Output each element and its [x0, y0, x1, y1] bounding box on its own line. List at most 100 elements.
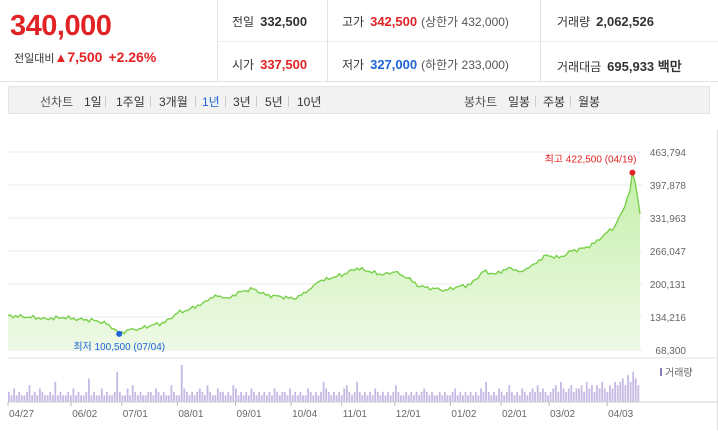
volume-bar	[441, 395, 444, 402]
volume-bar	[508, 385, 511, 402]
candle-monthly[interactable]: 월봉	[578, 95, 601, 109]
volume-bar	[376, 391, 379, 402]
volume-bar	[330, 395, 333, 402]
candle-chart-label: 봉차트	[464, 95, 498, 109]
volume-bar	[18, 391, 21, 402]
volume-bar	[62, 395, 65, 402]
volume-bar	[549, 391, 552, 402]
volume-bar	[425, 391, 428, 402]
volume-bar	[294, 391, 297, 402]
volume-bar	[268, 391, 271, 402]
x-tick-label: 01/02	[451, 409, 476, 420]
volume-bar	[178, 395, 181, 402]
volume-bar	[95, 395, 98, 402]
volume-bar	[459, 391, 462, 402]
volume-bar	[8, 391, 10, 402]
volume-bar	[338, 391, 341, 402]
volume-bar	[224, 395, 227, 402]
volume-bar	[26, 391, 28, 402]
volume-bar	[232, 385, 235, 402]
volume-bar	[98, 395, 101, 402]
volume-bar	[196, 391, 199, 402]
range-1d[interactable]: 1일	[84, 95, 102, 109]
volume-bar	[632, 371, 635, 402]
volume-bar	[41, 391, 44, 402]
price-line	[7, 172, 641, 335]
volume-bar	[160, 395, 163, 402]
y-tick-label: 200,131	[650, 280, 687, 291]
volume-bar	[28, 385, 31, 402]
range-1w[interactable]: 1주일	[116, 95, 145, 109]
day-open: 시가 337,500	[232, 56, 307, 73]
divider	[288, 96, 289, 107]
volume-bar	[356, 381, 359, 402]
volume-bar	[500, 391, 503, 402]
volume-bar	[477, 395, 480, 402]
y-tick-label: 331,963	[650, 214, 687, 225]
volume-bar	[536, 385, 539, 402]
volume-bar	[219, 391, 222, 402]
volume-bar	[572, 391, 575, 402]
volume-bar	[493, 391, 495, 402]
range-10y[interactable]: 10년	[297, 95, 322, 109]
volume-bar	[51, 395, 54, 402]
volume-bar	[444, 391, 446, 402]
volume-bar	[180, 365, 183, 402]
volume-bar	[170, 385, 173, 402]
volume-bar	[77, 391, 80, 402]
volume-bar	[93, 391, 95, 402]
volume-bar	[420, 391, 423, 402]
price-chart[interactable]: 463,794 397,878 331,963 266,047 200,131 134,2…	[0, 140, 718, 438]
volume-bar	[335, 395, 338, 402]
volume-bar	[216, 388, 219, 402]
divider	[225, 96, 226, 107]
volume-bar	[162, 391, 165, 402]
volume-bar	[315, 391, 317, 402]
divider	[256, 96, 257, 107]
volume-bar	[634, 378, 637, 402]
volume-bar	[374, 388, 377, 402]
volume-bar	[591, 385, 593, 402]
volume-bar	[69, 395, 72, 402]
volume-bar	[542, 388, 544, 402]
volume-bar	[487, 391, 490, 402]
volume-bar	[345, 385, 348, 402]
candle-weekly[interactable]: 주봉	[543, 95, 566, 109]
volume-bar	[149, 391, 152, 402]
x-tick-label: 08/01	[178, 409, 203, 420]
volume-bar	[400, 395, 402, 402]
x-tick-label: 11/01	[343, 409, 368, 420]
day-low: 저가 327,000 (하한가 233,000)	[342, 56, 509, 73]
volume-bar	[309, 391, 312, 402]
volume-bar	[402, 395, 405, 402]
divider	[150, 96, 151, 107]
volume-bar	[273, 388, 276, 402]
volume-bar	[214, 395, 217, 402]
volume-bar	[552, 388, 555, 402]
volume-bar	[361, 395, 364, 402]
volume-bar	[320, 391, 322, 402]
volume-bar	[521, 388, 524, 402]
volume-bar	[583, 391, 586, 402]
volume-bar	[598, 388, 601, 402]
range-1y[interactable]: 1년	[202, 95, 220, 109]
low-marker	[116, 330, 123, 337]
upper-limit: (상한가 432,000)	[421, 15, 509, 29]
day-low-label: 저가	[342, 58, 365, 72]
candle-daily[interactable]: 일봉	[508, 95, 531, 109]
volume-bar	[516, 391, 519, 402]
range-5y[interactable]: 5년	[265, 95, 283, 109]
volume-bar	[511, 391, 513, 402]
range-3m[interactable]: 3개월	[159, 95, 188, 109]
volume-bar	[394, 385, 397, 402]
volume-bar	[588, 388, 591, 402]
volume-bar	[85, 391, 88, 402]
volume-bar	[64, 395, 67, 402]
range-3y[interactable]: 3년	[233, 95, 251, 109]
x-tick-label: 06/02	[72, 409, 97, 420]
chart-toolbar: 선차트 1일 1주일 3개월 1년 3년 5년 10년 봉차트 일봉 주봉 월봉	[8, 86, 710, 114]
volume-bar	[534, 391, 537, 402]
volume-bar	[351, 395, 353, 402]
volume-bar	[614, 381, 617, 402]
volume-bar	[490, 395, 493, 402]
